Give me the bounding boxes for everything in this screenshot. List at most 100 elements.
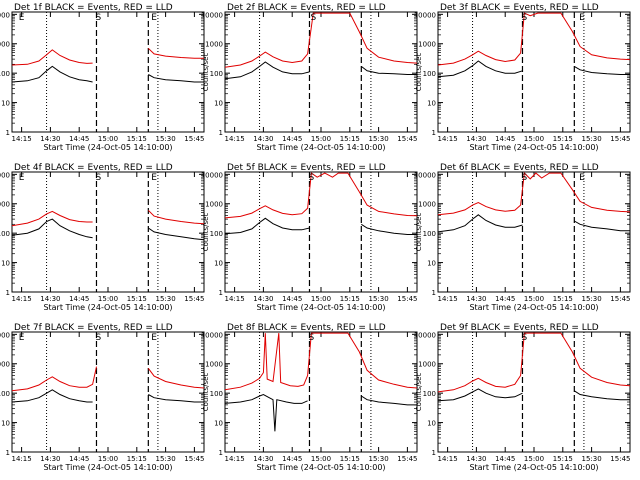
marker-label: E — [579, 173, 585, 183]
x-tick-label: 15:15 — [553, 455, 573, 463]
y-tick-label: 100 — [210, 230, 223, 238]
x-axis-label: Start Time (24-Oct-05 14:10:00) — [256, 463, 385, 472]
y-tick-label: 100 — [423, 70, 436, 78]
x-tick-label: 14:30 — [466, 455, 486, 463]
x-tick-label: 15:00 — [524, 295, 544, 303]
plot-frame — [224, 11, 418, 133]
marker-label: E — [19, 173, 25, 183]
y-tick-label: 1 — [219, 289, 223, 297]
y-tick-label: 1 — [219, 129, 223, 137]
x-tick-label: 14:30 — [253, 295, 273, 303]
detector-panel-8: Det 8f BLACK = Events, RED = LLD 1 10 100 10… — [201, 323, 418, 472]
y-tick-label: 10000 — [414, 171, 436, 179]
series-line-events — [574, 65, 630, 75]
y-tick-label: 1000 — [205, 201, 223, 209]
x-tick-label: 14:45 — [495, 135, 515, 143]
marker-label: E — [579, 13, 585, 23]
y-tick-label: 10000 — [0, 331, 10, 339]
x-tick-label: 15:30 — [582, 295, 602, 303]
x-tick-label: 15:00 — [98, 295, 118, 303]
y-tick-label: 1000 — [418, 41, 436, 49]
series-line-lld — [437, 172, 631, 216]
marker-label: E — [19, 333, 25, 343]
x-tick-label: 15:30 — [582, 455, 602, 463]
x-tick-label: 14:30 — [466, 295, 486, 303]
series-line-events — [11, 65, 93, 83]
x-tick-label: 15:00 — [311, 135, 331, 143]
series-line-lld — [11, 366, 97, 392]
series-line-events — [360, 66, 417, 75]
panel-title: Det 1f BLACK = Events, RED = LLD — [14, 3, 173, 13]
x-tick-label: 14:15 — [12, 135, 32, 143]
x-axis-label: Start Time (24-Oct-05 14:10:00) — [469, 303, 598, 312]
x-tick-label: 15:15 — [340, 295, 360, 303]
y-axis-label: Counts/sec — [202, 373, 210, 412]
x-tick-label: 15:45 — [184, 135, 204, 143]
x-tick-label: 14:15 — [438, 135, 458, 143]
y-tick-label: 1 — [219, 449, 223, 457]
x-tick-label: 14:30 — [253, 455, 273, 463]
marker-label: E — [151, 13, 157, 23]
plot-frame — [224, 331, 418, 453]
marker-label: S — [522, 13, 528, 23]
x-tick-label: 15:30 — [156, 455, 176, 463]
y-tick-label: 10000 — [414, 331, 436, 339]
y-tick-label: 100 — [210, 390, 223, 398]
x-tick-label: 14:15 — [225, 295, 245, 303]
series-line-lld — [11, 210, 93, 227]
series-line-events — [224, 61, 310, 80]
x-tick-label: 15:30 — [156, 135, 176, 143]
x-axis-label: Start Time (24-Oct-05 14:10:00) — [256, 303, 385, 312]
x-tick-label: 15:30 — [369, 135, 389, 143]
y-tick-label: 10000 — [201, 11, 223, 19]
x-tick-label: 14:30 — [40, 455, 60, 463]
panel-title: Det 8f BLACK = Events, RED = LLD — [227, 323, 386, 333]
y-tick-label: 10000 — [414, 11, 436, 19]
detector-panel-6: Det 6f BLACK = Events, RED = LLD 1 10 100 10… — [414, 163, 631, 312]
detector-panel-2: Det 2f BLACK = Events, RED = LLD 1 10 100 10… — [201, 3, 418, 152]
series-line-lld — [224, 332, 418, 391]
y-tick-label: 10000 — [201, 171, 223, 179]
y-tick-label: 10 — [1, 260, 10, 268]
series-line-lld — [437, 12, 631, 66]
x-tick-label: 14:45 — [69, 455, 89, 463]
y-tick-label: 1000 — [0, 41, 10, 49]
x-axis-label: Start Time (24-Oct-05 14:10:00) — [256, 143, 385, 152]
y-tick-label: 1 — [432, 129, 436, 137]
x-tick-label: 14:30 — [466, 135, 486, 143]
series-line-events — [437, 388, 523, 402]
series-line-events — [574, 220, 630, 232]
y-tick-label: 1000 — [205, 41, 223, 49]
x-axis-label: Start Time (24-Oct-05 14:10:00) — [469, 463, 598, 472]
series-line-events — [148, 227, 205, 241]
x-tick-label: 14:15 — [438, 295, 458, 303]
series-line-events — [224, 217, 310, 235]
x-tick-label: 15:15 — [127, 295, 147, 303]
x-tick-label: 15:45 — [397, 135, 417, 143]
marker-label: S — [96, 13, 102, 23]
x-tick-label: 15:15 — [127, 455, 147, 463]
x-tick-label: 14:45 — [282, 295, 302, 303]
x-tick-label: 14:45 — [69, 135, 89, 143]
series-line-events — [361, 395, 417, 406]
panel-title: Det 6f BLACK = Events, RED = LLD — [440, 163, 599, 173]
x-tick-label: 15:00 — [524, 455, 544, 463]
marker-label: E — [151, 173, 157, 183]
x-tick-label: 14:15 — [225, 135, 245, 143]
marker-label: S — [309, 173, 315, 183]
x-tick-label: 15:00 — [311, 295, 331, 303]
y-tick-label: 1000 — [0, 361, 10, 369]
y-axis-label: Counts/sec — [415, 53, 423, 92]
x-tick-label: 14:15 — [225, 455, 245, 463]
y-tick-label: 10 — [214, 420, 223, 428]
series-line-lld — [437, 332, 631, 393]
y-tick-label: 10 — [214, 100, 223, 108]
marker-label: S — [309, 333, 315, 343]
series-line-lld — [147, 368, 205, 389]
x-tick-label: 15:45 — [184, 295, 204, 303]
detector-panel-4: Det 4f BLACK = Events, RED = LLD 1 10 100 10… — [0, 163, 205, 312]
plot-frame — [11, 331, 205, 453]
series-line-lld — [11, 49, 93, 66]
panel-title: Det 7f BLACK = Events, RED = LLD — [14, 323, 173, 333]
